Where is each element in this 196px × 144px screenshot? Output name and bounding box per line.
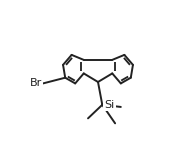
Text: Si: Si bbox=[104, 100, 115, 110]
Text: Br: Br bbox=[29, 78, 42, 88]
